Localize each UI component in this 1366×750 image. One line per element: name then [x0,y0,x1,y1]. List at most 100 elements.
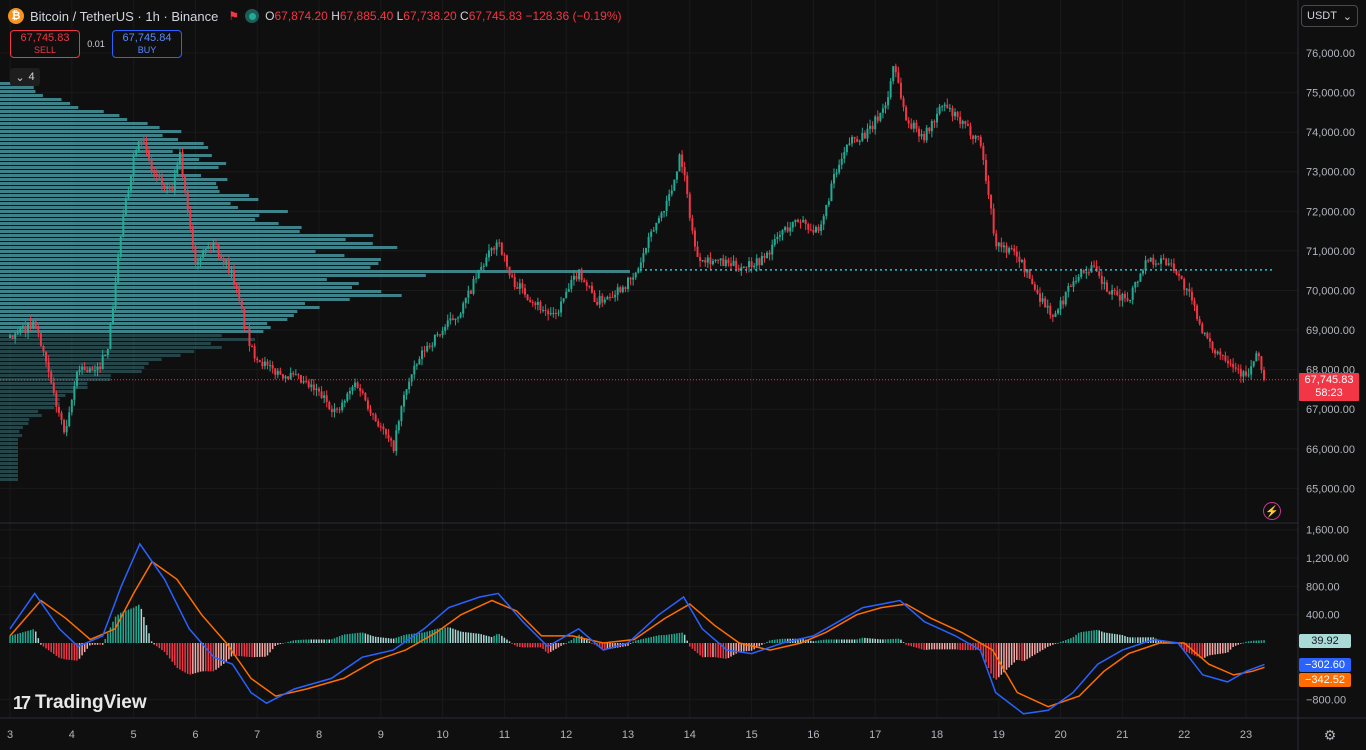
candle-body [807,224,810,230]
histogram-bar [184,643,186,673]
candle-body [117,257,120,283]
reference-lines [0,269,1298,381]
candle-body [933,121,936,123]
histogram-bar [225,643,228,662]
buy-button[interactable]: 67,745.84 BUY [112,30,182,58]
candle-body [34,321,37,330]
candle-body [688,194,691,219]
volume-profile-bar [0,186,218,189]
candle-body [361,391,364,393]
candle-body [1002,245,1005,248]
currency-selector[interactable]: USDT ⌄ [1301,5,1358,27]
candle-body [1080,270,1083,278]
candle-body [289,372,292,380]
histogram-bar [941,643,943,650]
candle-body [655,222,658,231]
candle-body [995,233,998,247]
histogram-bar [544,643,547,652]
histogram-bar [472,633,475,643]
symbol-title[interactable]: Bitcoin / TetherUS · 1h · Binance [30,8,219,24]
candle-body [153,171,156,174]
candle-body [127,190,130,199]
candle-body [946,104,949,109]
settings-gear-icon[interactable]: ⚙ [1323,726,1337,743]
histogram-bar [575,636,578,643]
histogram-bar [382,637,385,643]
candle-body [233,269,236,285]
histogram-bar [166,643,168,656]
candle-body [1039,293,1041,302]
histogram-bar [750,643,753,651]
candle-body [1185,288,1188,290]
candle-body [1252,361,1255,367]
candle-body [1095,266,1098,272]
candle-body [701,260,704,262]
flag-icon[interactable]: ⚑ [228,9,240,23]
histogram-bar [771,639,773,643]
candle-body [709,257,712,265]
candle-body [21,325,24,328]
histogram-bar [1008,643,1010,668]
indicators-collapse-button[interactable]: ⌄ 4 [10,68,40,86]
histogram-bar [933,643,936,650]
candle-body [590,285,593,293]
histogram-bar [1139,637,1142,643]
histogram-bar [385,637,387,643]
candle-body [305,380,308,382]
candle-body [570,279,573,289]
candle-body [871,125,874,130]
histogram-bar [1026,643,1028,660]
candle-body [786,227,789,232]
histogram-bar [591,642,593,644]
candle-body [1075,280,1078,282]
histogram-bar [640,639,642,643]
candle-body [109,323,112,349]
histogram-bar [1013,643,1015,663]
candle-body [910,123,913,129]
candle-body [405,389,408,395]
candle-body [851,136,854,144]
histogram-bar [539,643,542,648]
histogram-bar [923,643,925,650]
time-axis-label: 11 [499,729,510,741]
histogram-bar [42,643,45,647]
candle-body [163,184,166,190]
volume-profile-bar [0,326,271,329]
buy-price: 67,745.84 [122,32,172,44]
histogram-bar [341,635,343,643]
volume-profile-bar [0,194,250,197]
histogram-bar [1023,643,1026,661]
histogram-bar [269,643,271,653]
candle-body [954,112,957,117]
time-axis-label: 19 [993,729,1005,741]
volume-profile-bar [0,270,630,273]
histogram-bar [949,643,951,650]
candle-body [619,287,622,293]
candle-body [258,360,261,363]
candle-body [269,365,272,367]
candle-body [202,250,205,258]
histogram-bar [1137,637,1139,643]
sell-button[interactable]: 67,745.83 SELL [10,30,80,58]
lightning-icon[interactable]: ⚡ [1263,502,1281,520]
volume-profile-bar [0,234,374,237]
histogram-bar [171,643,173,662]
volume-profile-bar [0,338,256,341]
candle-body [848,143,851,145]
candle-body [191,226,194,246]
signal-value-tag: −342.52 [1299,673,1351,687]
candle-body [498,242,501,244]
price-axis-label: 71,000.00 [1306,246,1355,258]
market-status-icon[interactable] [245,9,260,23]
volume-profile-bar [0,138,178,141]
candle-body [1018,256,1021,262]
candle-body [274,368,277,375]
histogram-bar [78,643,81,659]
histogram-bar [53,643,55,654]
histogram-bar [665,634,668,643]
volume-profile-bar [0,106,79,109]
candle-body [724,259,727,266]
candle-body [1242,371,1245,377]
histogram-bar [555,643,557,649]
